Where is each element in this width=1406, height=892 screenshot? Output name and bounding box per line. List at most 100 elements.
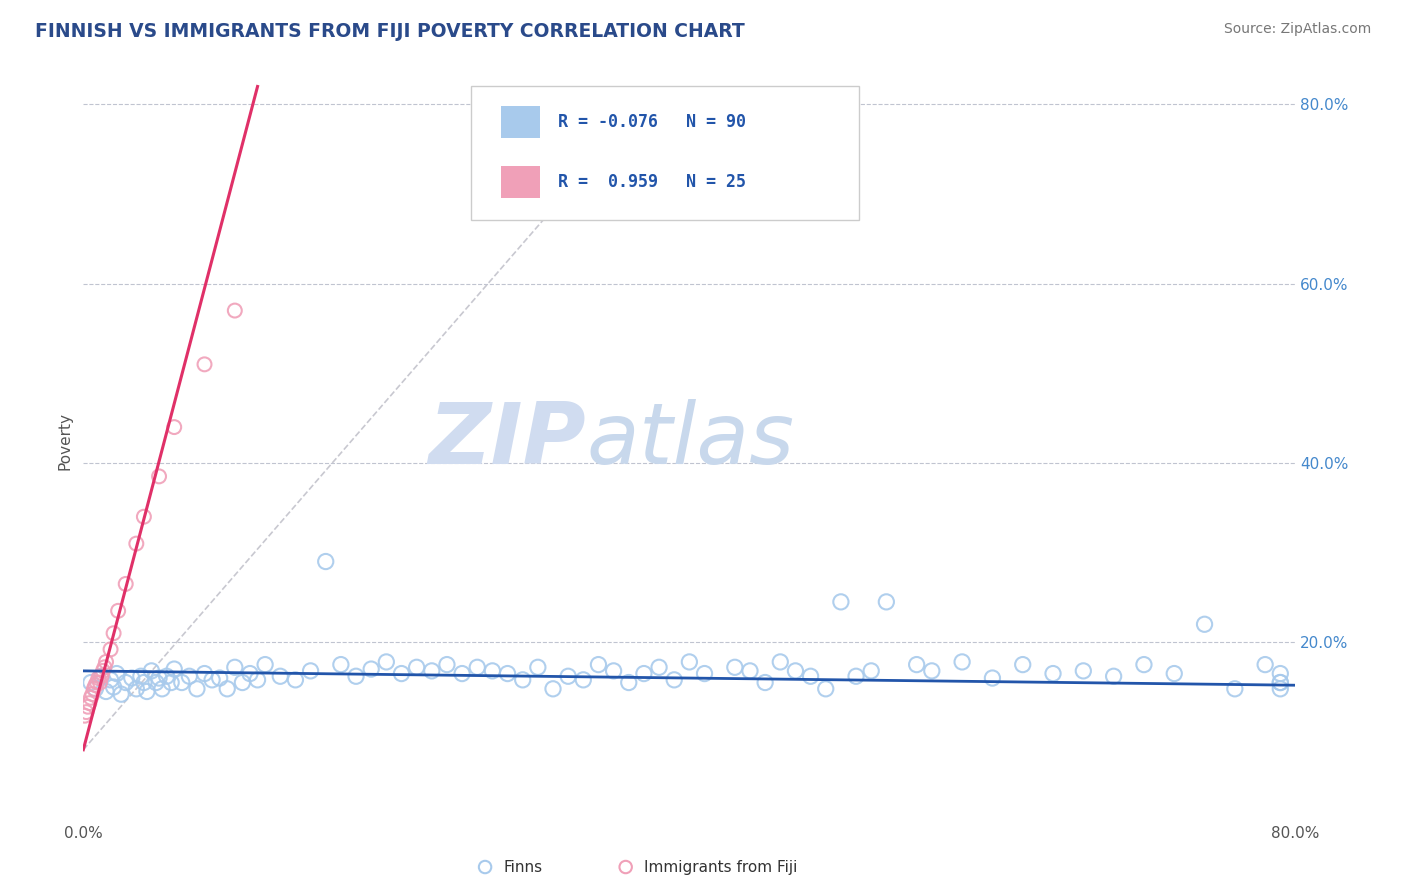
Point — [845, 669, 868, 683]
Point — [800, 669, 823, 683]
Text: ZIP: ZIP — [429, 399, 586, 482]
Point — [89, 675, 111, 690]
Point — [738, 664, 761, 678]
Point — [905, 657, 928, 672]
Point — [860, 664, 883, 678]
FancyBboxPatch shape — [502, 166, 540, 198]
Point — [633, 666, 655, 681]
Point — [84, 678, 107, 692]
Point — [107, 604, 129, 618]
Point — [239, 666, 262, 681]
Point — [93, 660, 115, 674]
Point — [156, 669, 179, 683]
Point — [315, 555, 337, 569]
Point — [588, 657, 610, 672]
Point — [94, 684, 117, 698]
Point — [141, 664, 163, 678]
Point — [254, 657, 277, 672]
Point — [981, 671, 1004, 685]
Point — [678, 655, 700, 669]
Point — [921, 664, 943, 678]
Point — [1223, 681, 1246, 696]
Point — [1133, 657, 1156, 672]
Point — [90, 669, 112, 683]
Point — [83, 681, 105, 696]
Point — [91, 664, 114, 678]
Point — [193, 357, 215, 371]
Point — [160, 675, 183, 690]
Point — [814, 681, 837, 696]
Text: atlas: atlas — [586, 399, 794, 482]
Point — [79, 696, 101, 710]
Point — [1270, 675, 1292, 690]
Point — [231, 675, 253, 690]
Point — [90, 669, 112, 683]
Point — [148, 671, 170, 685]
Point — [496, 666, 519, 681]
Point — [145, 675, 167, 690]
Point — [465, 660, 488, 674]
Point — [512, 673, 534, 687]
Point — [481, 664, 503, 678]
Point — [76, 699, 98, 714]
Point — [150, 681, 173, 696]
Point — [87, 671, 110, 685]
Point — [875, 595, 897, 609]
Point — [269, 669, 291, 683]
Point — [224, 660, 246, 674]
Point — [186, 681, 208, 696]
Text: N = 25: N = 25 — [686, 173, 745, 191]
Point — [80, 690, 103, 705]
Point — [451, 666, 474, 681]
Point — [693, 666, 716, 681]
Point — [1194, 617, 1216, 632]
Point — [1254, 657, 1277, 672]
Text: FINNISH VS IMMIGRANTS FROM FIJI POVERTY CORRELATION CHART: FINNISH VS IMMIGRANTS FROM FIJI POVERTY … — [35, 22, 745, 41]
Point — [617, 675, 640, 690]
Point — [769, 655, 792, 669]
Point — [747, 789, 769, 804]
Point — [284, 673, 307, 687]
Point — [344, 669, 367, 683]
Point — [595, 789, 617, 804]
Point — [1270, 675, 1292, 690]
Point — [121, 671, 143, 685]
Point — [830, 595, 852, 609]
Point — [125, 681, 148, 696]
Point — [436, 657, 458, 672]
Text: Source: ZipAtlas.com: Source: ZipAtlas.com — [1223, 22, 1371, 37]
Point — [114, 577, 136, 591]
Point — [201, 673, 224, 687]
Point — [105, 666, 128, 681]
Point — [110, 687, 132, 701]
Point — [86, 675, 108, 690]
Point — [103, 626, 125, 640]
Point — [163, 420, 186, 434]
Point — [224, 303, 246, 318]
Text: R = -0.076: R = -0.076 — [558, 113, 658, 131]
Point — [163, 662, 186, 676]
Point — [132, 509, 155, 524]
Point — [125, 536, 148, 550]
Point — [541, 681, 564, 696]
Point — [1073, 664, 1095, 678]
Point — [299, 664, 322, 678]
Point — [179, 669, 201, 683]
Point — [132, 675, 155, 690]
Point — [724, 660, 747, 674]
Point — [217, 681, 239, 696]
Y-axis label: Poverty: Poverty — [58, 411, 72, 469]
Point — [100, 642, 122, 657]
Point — [1102, 669, 1125, 683]
Point — [602, 664, 624, 678]
Point — [148, 469, 170, 483]
Point — [1011, 657, 1033, 672]
FancyBboxPatch shape — [471, 87, 859, 219]
Point — [1270, 681, 1292, 696]
Point — [73, 708, 96, 723]
Point — [329, 657, 352, 672]
Point — [193, 666, 215, 681]
Text: R =  0.959: R = 0.959 — [558, 173, 658, 191]
Point — [785, 664, 807, 678]
Point — [170, 675, 193, 690]
